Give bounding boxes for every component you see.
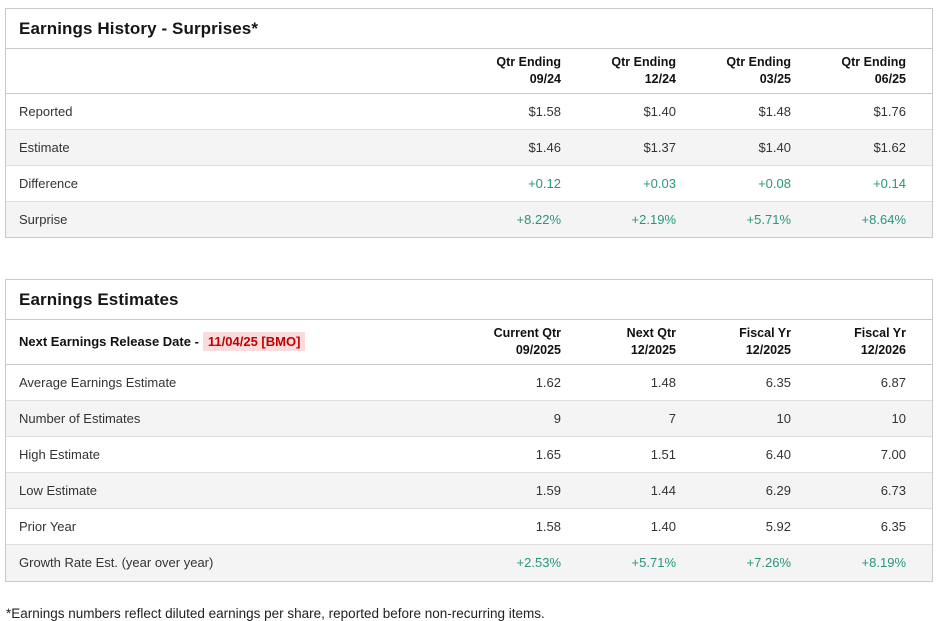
history-header-row: Qtr Ending 09/24 Qtr Ending 12/24 Qtr Endi… — [6, 49, 932, 94]
cell-value: 7 — [668, 411, 676, 426]
estimates-col-header: Next Qtr 12/2025 — [561, 320, 676, 366]
cell-value: 6.29 — [765, 483, 791, 498]
cell-value: +7.26% — [746, 555, 791, 571]
table-row-low-estimate: Low Estimate 1.59 1.44 6.29 6.73 — [6, 472, 932, 509]
row-label: Low Estimate — [19, 483, 98, 498]
earnings-history-panel: Earnings History - Surprises* Qtr Ending… — [5, 8, 933, 239]
cell-value: 1.59 — [535, 483, 561, 498]
table-row-difference: Difference +0.12 +0.03 +0.08 +0.14 — [6, 165, 932, 201]
next-earnings-release: Next Earnings Release Date -11/04/25 [BM… — [6, 320, 446, 366]
cell-value: +0.14 — [873, 175, 906, 191]
cell-value: $1.76 — [873, 103, 906, 119]
cell-value: 7.00 — [880, 447, 906, 462]
table-row-number-of-estimates: Number of Estimates 9 7 10 10 — [6, 400, 932, 437]
row-label: Average Earnings Estimate — [19, 375, 177, 390]
cell-value: 1.58 — [535, 519, 561, 534]
cell-value: 1.62 — [535, 375, 561, 390]
history-header-blank — [6, 49, 446, 94]
cell-value: +8.64% — [861, 212, 906, 227]
history-col-header: Qtr Ending 12/24 — [561, 49, 676, 94]
estimates-col-header: Fiscal Yr 12/2025 — [676, 320, 791, 366]
cell-value: +2.19% — [631, 212, 676, 227]
cell-value: $1.58 — [528, 103, 561, 119]
earnings-history-title: Earnings History - Surprises* — [6, 9, 932, 49]
cell-value: +5.71% — [631, 555, 676, 571]
release-label: Next Earnings Release Date - — [19, 334, 199, 350]
cell-value: 1.65 — [535, 447, 561, 462]
row-label: Reported — [19, 103, 73, 119]
cell-value: +8.19% — [861, 555, 906, 571]
cell-value: 1.44 — [650, 483, 676, 498]
cell-value: $1.48 — [758, 103, 791, 119]
cell-value: 6.87 — [880, 375, 906, 390]
estimates-header-row: Next Earnings Release Date -11/04/25 [BM… — [6, 320, 932, 366]
cell-value: $1.40 — [643, 103, 676, 119]
cell-value: +2.53% — [516, 555, 561, 571]
estimates-col-header: Fiscal Yr 12/2026 — [791, 320, 906, 366]
cell-value: 9 — [553, 411, 561, 426]
table-row-estimate: Estimate $1.46 $1.37 $1.40 $1.62 — [6, 129, 932, 166]
cell-value: 1.48 — [650, 375, 676, 390]
table-row-high-estimate: High Estimate 1.65 1.51 6.40 7.00 — [6, 436, 932, 473]
row-label: Estimate — [19, 139, 70, 155]
history-col-header: Qtr Ending 06/25 — [791, 49, 906, 94]
row-label: High Estimate — [19, 447, 100, 462]
cell-value: +0.12 — [528, 175, 561, 191]
cell-value: 1.51 — [650, 447, 676, 462]
cell-value: 10 — [891, 411, 906, 426]
row-label: Prior Year — [19, 519, 77, 534]
row-label: Growth Rate Est. (year over year) — [19, 555, 214, 571]
table-row-surprise: Surprise +8.22% +2.19% +5.71% +8.64% — [6, 201, 932, 238]
earnings-estimates-panel: Earnings Estimates Next Earnings Release… — [5, 279, 933, 582]
row-label: Difference — [19, 175, 79, 191]
cell-value: +0.08 — [758, 175, 791, 191]
row-label: Number of Estimates — [19, 411, 141, 426]
earnings-footnote: *Earnings numbers reflect diluted earnin… — [6, 605, 545, 621]
cell-value: 6.73 — [880, 483, 906, 498]
table-row-average-estimate: Average Earnings Estimate 1.62 1.48 6.35… — [6, 365, 932, 401]
history-col-header: Qtr Ending 03/25 — [676, 49, 791, 94]
cell-value: 5.92 — [765, 519, 791, 534]
cell-value: +0.03 — [643, 175, 676, 191]
earnings-history-table: Qtr Ending 09/24 Qtr Ending 12/24 Qtr Endi… — [6, 49, 932, 238]
cell-value: $1.46 — [528, 139, 561, 155]
cell-value: $1.62 — [873, 139, 906, 155]
table-row-reported: Reported $1.58 $1.40 $1.48 $1.76 — [6, 93, 932, 129]
cell-value: 6.35 — [765, 375, 791, 390]
earnings-estimates-table: Next Earnings Release Date -11/04/25 [BM… — [6, 320, 932, 581]
cell-value: 1.40 — [650, 519, 676, 534]
table-row-growth-rate: Growth Rate Est. (year over year) +2.53%… — [6, 544, 932, 581]
row-label: Surprise — [19, 212, 68, 227]
cell-value: $1.37 — [643, 139, 676, 155]
cell-value: +5.71% — [746, 212, 791, 227]
earnings-estimates-title: Earnings Estimates — [6, 280, 932, 321]
table-row-prior-year: Prior Year 1.58 1.40 5.92 6.35 — [6, 508, 932, 545]
release-date-badge: 11/04/25 [BMO] — [202, 332, 306, 352]
cell-value: 10 — [776, 411, 791, 426]
cell-value: +8.22% — [516, 212, 561, 227]
estimates-col-header: Current Qtr 09/2025 — [446, 320, 561, 366]
cell-value: 6.40 — [765, 447, 791, 462]
cell-value: 6.35 — [880, 519, 906, 534]
history-col-header: Qtr Ending 09/24 — [446, 49, 561, 94]
cell-value: $1.40 — [758, 139, 791, 155]
